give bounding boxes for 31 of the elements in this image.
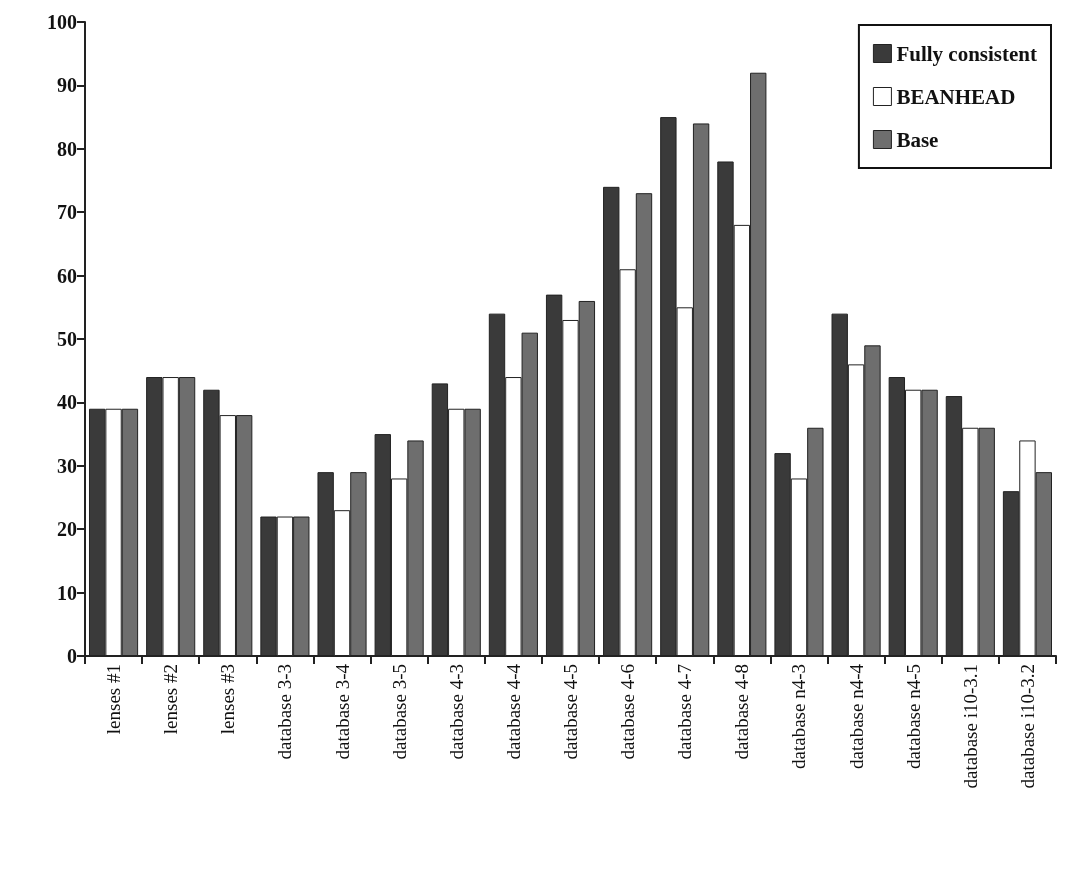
x-tick-label: lenses #1 bbox=[103, 664, 125, 735]
x-tick-label: database n4-4 bbox=[845, 663, 867, 769]
x-tick-label: database 4-5 bbox=[560, 664, 581, 760]
x-tick-label: database 4-8 bbox=[731, 664, 753, 760]
legend-label: Fully consistent bbox=[896, 41, 1038, 66]
y-tick-label: 90 bbox=[57, 74, 77, 97]
y-tick-label: 20 bbox=[57, 518, 77, 541]
x-tick-label: database n4-5 bbox=[902, 664, 924, 769]
y-tick-label: 70 bbox=[57, 201, 77, 224]
x-tick-label: database 3-4 bbox=[331, 663, 353, 760]
x-tick-label: database 3-3 bbox=[274, 664, 296, 760]
x-tick-label: database 4-6 bbox=[617, 664, 639, 760]
y-tick-label: 80 bbox=[57, 137, 77, 160]
y-tick-label: 100 bbox=[47, 11, 77, 33]
x-tick-label: database i10-3.1 bbox=[959, 664, 981, 789]
legend-label: Base bbox=[896, 127, 939, 152]
y-tick-label: 40 bbox=[57, 391, 77, 414]
y-tick-label: 50 bbox=[57, 328, 77, 350]
y-tick-label: 60 bbox=[57, 264, 77, 287]
x-tick-label: database 4-4 bbox=[502, 663, 524, 760]
y-tick-label: 30 bbox=[57, 454, 77, 477]
x-tick-label: database 4-3 bbox=[445, 664, 467, 760]
x-tick-label: database n4-3 bbox=[788, 664, 810, 769]
y-tick-label: 10 bbox=[57, 581, 77, 604]
x-tick-label: database i10-3.2 bbox=[1016, 664, 1038, 789]
x-tick-label: lenses #2 bbox=[160, 664, 182, 735]
x-tick-label: database 4-7 bbox=[674, 664, 696, 760]
x-tick-label: lenses #3 bbox=[217, 664, 239, 735]
legend-label: BEANHEAD bbox=[896, 84, 1016, 109]
y-tick-label: 0 bbox=[67, 645, 77, 667]
x-tick-label: database 3-5 bbox=[388, 664, 410, 760]
